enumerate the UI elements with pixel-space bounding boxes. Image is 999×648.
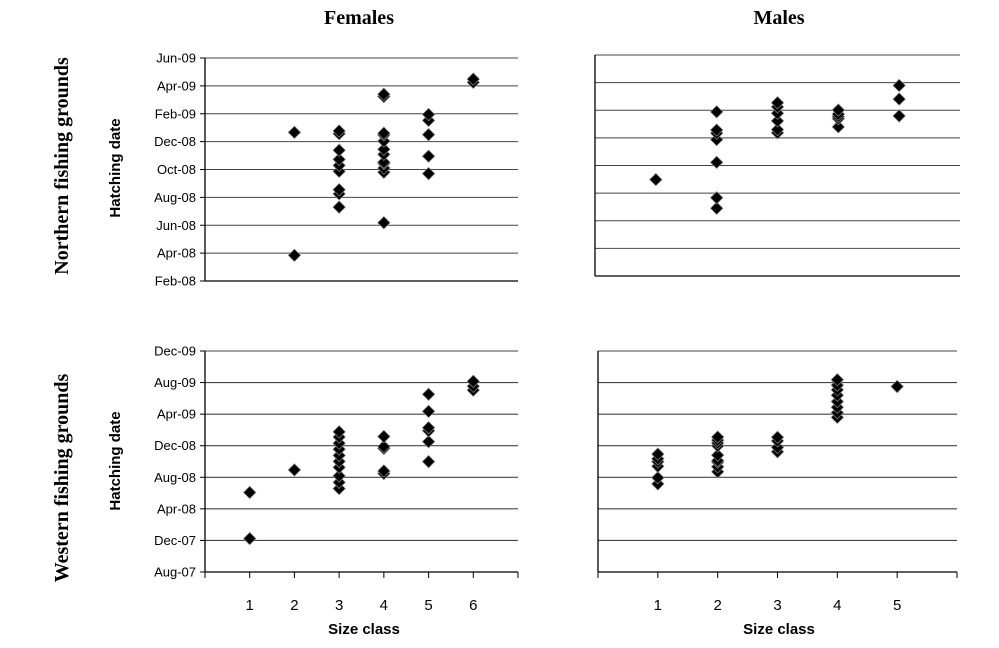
data-point-diamond <box>421 127 436 142</box>
y-tick-label: Jun-08 <box>156 218 196 233</box>
data-point-diamond <box>709 191 724 205</box>
data-point-diamond <box>332 182 346 197</box>
data-point-diamond <box>830 373 845 387</box>
column-title-males: Males <box>753 7 804 29</box>
data-point-diamond <box>890 379 904 394</box>
y-tick-label: Aug-08 <box>154 470 196 485</box>
y-tick-label: Dec-08 <box>154 438 196 453</box>
x-tick-label: 2 <box>713 597 721 614</box>
data-point-diamond <box>332 200 346 214</box>
data-point-diamond <box>332 152 346 167</box>
data-point-diamond <box>466 72 480 86</box>
x-tick-label: 1 <box>654 597 662 614</box>
x-tick-label: 2 <box>290 597 298 614</box>
data-point-diamond <box>377 155 391 169</box>
data-point-diamond <box>892 92 906 106</box>
data-point-diamond <box>332 425 346 439</box>
data-point-diamond <box>377 464 391 478</box>
data-point-diamond <box>421 387 436 401</box>
data-point-diamond <box>287 248 302 262</box>
x-tick-label: 4 <box>833 597 841 614</box>
data-point-diamond <box>770 122 785 137</box>
y-tick-label: Apr-09 <box>157 78 196 93</box>
y-tick-label: Dec-09 <box>154 344 196 359</box>
panel-0: Feb-08 Apr-08 Jun-08 Aug-08 Oct-08 Dec-08 Feb-… <box>154 51 518 289</box>
y-tick-label: Aug-09 <box>154 375 196 390</box>
x-tick-label: 5 <box>424 597 432 614</box>
data-point-diamond <box>421 420 436 435</box>
x-tick-label: 3 <box>335 597 343 614</box>
y-tick-label: Apr-08 <box>157 501 196 516</box>
data-point-diamond <box>377 429 391 444</box>
data-point-diamond <box>651 447 665 461</box>
panel-2: Aug-07 Dec-07 Apr-08 Aug-08 Dec-08 Apr-09 Aug-… <box>154 344 519 614</box>
data-point-diamond <box>770 114 785 128</box>
data-point-diamond <box>710 448 725 462</box>
x-tick-label: 1 <box>246 597 254 614</box>
data-point-diamond <box>243 485 257 500</box>
data-point-diamond <box>377 142 391 157</box>
data-point-diamond <box>287 125 302 140</box>
y-tick-label: Oct-08 <box>157 162 196 177</box>
data-point-diamond <box>377 126 391 140</box>
data-point-diamond <box>421 454 436 469</box>
data-point-diamond <box>466 374 480 389</box>
y-tick-label: Dec-07 <box>154 533 196 548</box>
data-point-diamond <box>709 123 724 137</box>
x-tick-label: 3 <box>773 597 781 614</box>
y-axis-label-top: Hatching date <box>107 118 124 217</box>
data-point-diamond <box>770 96 785 110</box>
data-point-diamond <box>892 78 906 93</box>
panel-3: 1 2 3 4 5 <box>597 350 958 614</box>
data-point-diamond <box>377 87 391 101</box>
data-point-diamond <box>421 434 436 449</box>
y-tick-label: Aug-08 <box>154 190 196 205</box>
data-point-diamond <box>287 463 302 477</box>
y-tick-label: Aug-07 <box>154 565 196 580</box>
data-point-diamond <box>831 103 846 117</box>
data-point-diamond <box>651 470 665 485</box>
data-point-diamond <box>709 105 724 119</box>
data-point-diamond <box>421 166 436 181</box>
data-point-diamond <box>892 109 906 123</box>
row-label-western: Western fishing grounds <box>51 374 73 583</box>
data-point-diamond <box>770 430 785 444</box>
y-tick-label: Apr-09 <box>157 407 196 422</box>
column-title-females: Females <box>324 7 394 29</box>
y-tick-label: Dec-08 <box>154 134 196 149</box>
x-axis-label-males: Size class <box>743 621 815 638</box>
x-tick-label: 5 <box>893 597 901 614</box>
y-axis-label-bottom: Hatching date <box>107 411 124 510</box>
data-point-diamond <box>421 149 436 163</box>
x-tick-label: 6 <box>469 597 477 614</box>
data-point-diamond <box>709 155 724 170</box>
y-tick-label: Apr-08 <box>157 246 196 261</box>
data-point-diamond <box>649 172 663 187</box>
data-point-diamond <box>421 404 436 419</box>
y-tick-label: Feb-08 <box>155 274 196 289</box>
data-point-diamond <box>831 120 846 134</box>
data-point-diamond <box>377 216 391 230</box>
data-point-diamond <box>332 469 346 483</box>
data-point-diamond <box>710 430 725 444</box>
row-label-northern: Northern fishing grounds <box>51 57 73 275</box>
data-point-diamond <box>243 531 257 546</box>
data-point-diamond <box>709 201 724 215</box>
data-point-diamond <box>421 107 436 122</box>
x-tick-label: 4 <box>380 597 388 614</box>
data-point-diamond <box>332 124 346 138</box>
y-tick-label: Feb-09 <box>155 106 196 121</box>
x-axis-label-females: Size class <box>328 621 400 638</box>
panel-1 <box>594 54 960 277</box>
y-tick-label: Jun-09 <box>156 51 196 66</box>
data-point-diamond <box>377 439 391 454</box>
data-point-diamond <box>332 143 346 157</box>
